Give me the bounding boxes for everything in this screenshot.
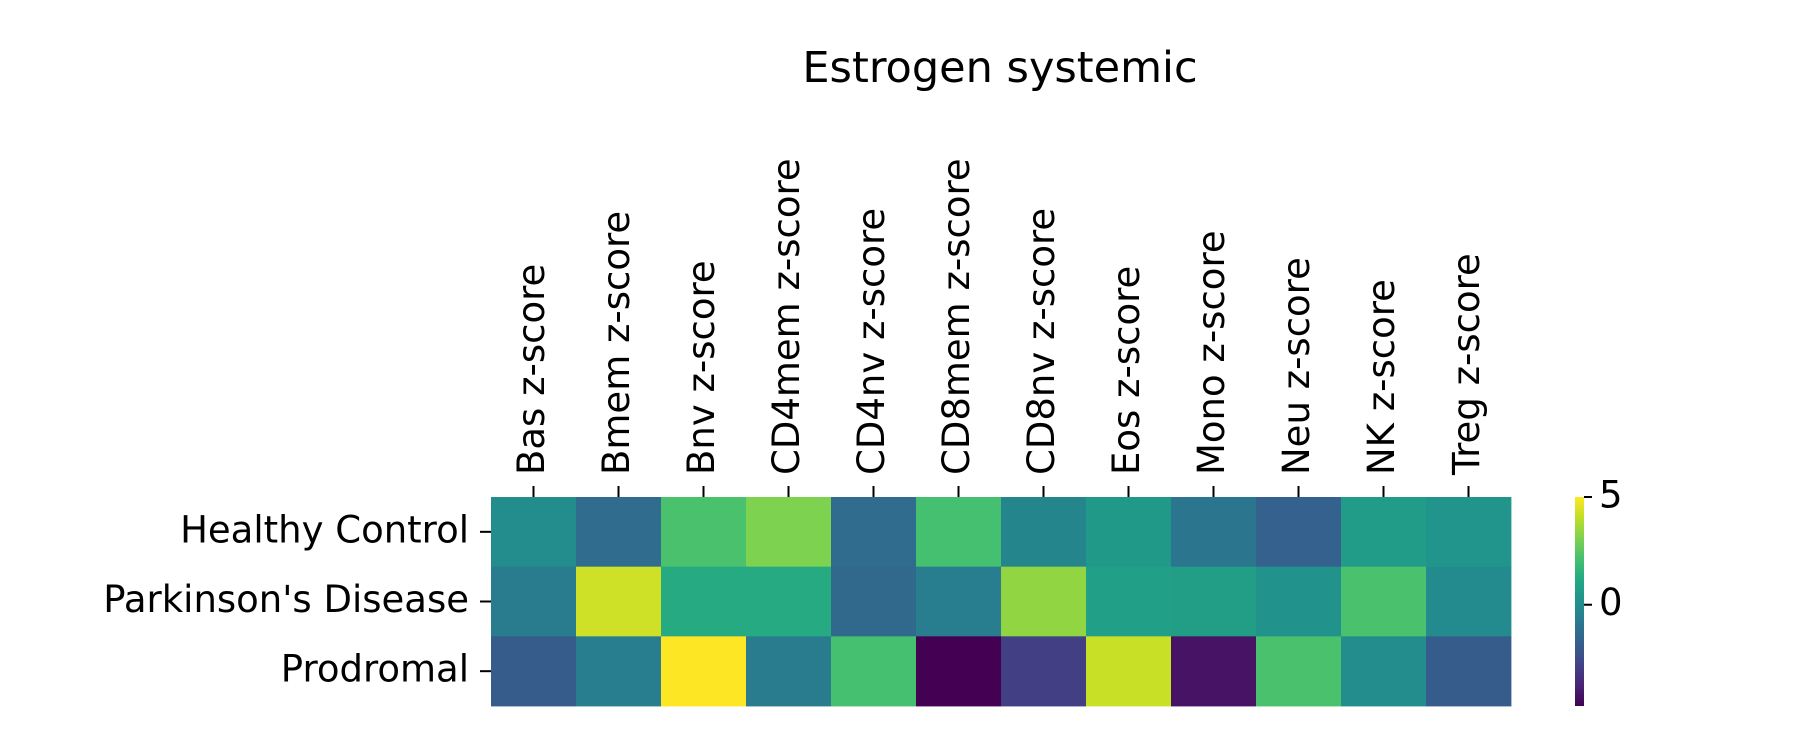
y-axis-tick-label: Prodromal [281,648,469,691]
heatmap-cell-parkinson-s-disease-bas-z-score [491,566,577,637]
heatmap-cell-prodromal-cd4nv-z-score [831,636,917,707]
heatmap-cell-healthy-control-cd4mem-z-score [746,497,832,568]
heatmap-cell-prodromal-nk-z-score [1341,636,1427,707]
x-axis-tick-label: Neu z-score [1275,257,1318,475]
heatmap-cell-parkinson-s-disease-nk-z-score [1341,566,1427,637]
heatmap-cell-prodromal-cd8mem-z-score [916,636,1002,707]
heatmap-cell-prodromal-cd8nv-z-score [1001,636,1087,707]
heatmap-cell-parkinson-s-disease-cd8mem-z-score [916,566,1002,637]
colorbar-tick-label: 0 [1599,581,1623,624]
colorbar-gradient [1575,497,1584,706]
heatmap-cell-healthy-control-treg-z-score [1426,497,1512,568]
heatmap-cell-parkinson-s-disease-eos-z-score [1086,566,1172,637]
heatmap-cells [491,497,1512,707]
heatmap-cell-prodromal-bas-z-score [491,636,577,707]
heatmap-cell-healthy-control-bas-z-score [491,497,577,568]
heatmap-cell-prodromal-bnv-z-score [661,636,747,707]
heatmap-cell-healthy-control-neu-z-score [1256,497,1342,568]
heatmap-cell-parkinson-s-disease-bnv-z-score [661,566,747,637]
heatmap-cell-parkinson-s-disease-treg-z-score [1426,566,1512,637]
x-axis-tick-label: CD8mem z-score [935,158,978,475]
heatmap-cell-parkinson-s-disease-bmem-z-score [576,566,662,637]
y-axis-ticks [480,530,491,673]
heatmap-cell-prodromal-neu-z-score [1256,636,1342,707]
colorbar-ticks [1584,496,1592,606]
x-axis-tick-label: Bmem z-score [595,211,638,475]
colorbar-tick-labels: 50 [1599,474,1623,625]
heatmap-cell-prodromal-treg-z-score [1426,636,1512,707]
y-axis-tick-labels: Healthy Control Parkinson's Disease Prodro… [103,508,469,690]
heatmap-cell-parkinson-s-disease-neu-z-score [1256,566,1342,637]
heatmap-cell-parkinson-s-disease-cd8nv-z-score [1001,566,1087,637]
heatmap-cell-healthy-control-cd4nv-z-score [831,497,917,568]
x-axis-tick-label: Treg z-score [1445,253,1488,476]
heatmap-cell-prodromal-cd4mem-z-score [746,636,832,707]
x-axis-tick-label: Mono z-score [1190,230,1233,475]
heatmap-cell-healthy-control-bnv-z-score [661,497,747,568]
x-axis-tick-label: CD8nv z-score [1020,208,1063,475]
x-axis-tick-label: NK z-score [1360,279,1403,475]
heatmap-cell-prodromal-eos-z-score [1086,636,1172,707]
colorbar: 50 [1575,474,1623,706]
heatmap-cell-parkinson-s-disease-cd4mem-z-score [746,566,832,637]
x-axis-tick-label: Bnv z-score [680,260,723,475]
x-axis-tick-label: CD4mem z-score [765,158,808,475]
heatmap-cell-healthy-control-eos-z-score [1086,497,1172,568]
colorbar-tick-label: 5 [1599,474,1623,517]
y-axis-tick-label: Healthy Control [180,508,469,551]
heatmap-cell-healthy-control-cd8mem-z-score [916,497,1002,568]
x-axis-ticks [532,486,1470,497]
x-axis-tick-label: Bas z-score [510,264,553,475]
x-axis-tick-label: CD4nv z-score [850,208,893,475]
heatmap-cell-prodromal-bmem-z-score [576,636,662,707]
y-axis-tick-label: Parkinson's Disease [103,578,469,621]
heatmap-cell-healthy-control-mono-z-score [1171,497,1257,568]
heatmap-cell-parkinson-s-disease-mono-z-score [1171,566,1257,637]
heatmap-cell-prodromal-mono-z-score [1171,636,1257,707]
heatmap-cell-healthy-control-cd8nv-z-score [1001,497,1087,568]
heatmap-cell-parkinson-s-disease-cd4nv-z-score [831,566,917,637]
chart-title: Estrogen systemic [802,43,1197,93]
heatmap-cell-healthy-control-bmem-z-score [576,497,662,568]
x-axis-tick-label: Eos z-score [1105,266,1148,475]
heatmap-cell-healthy-control-nk-z-score [1341,497,1427,568]
x-axis-tick-labels: Bas z-score Bmem z-score Bnv z-score CD4mem… [510,158,1488,476]
